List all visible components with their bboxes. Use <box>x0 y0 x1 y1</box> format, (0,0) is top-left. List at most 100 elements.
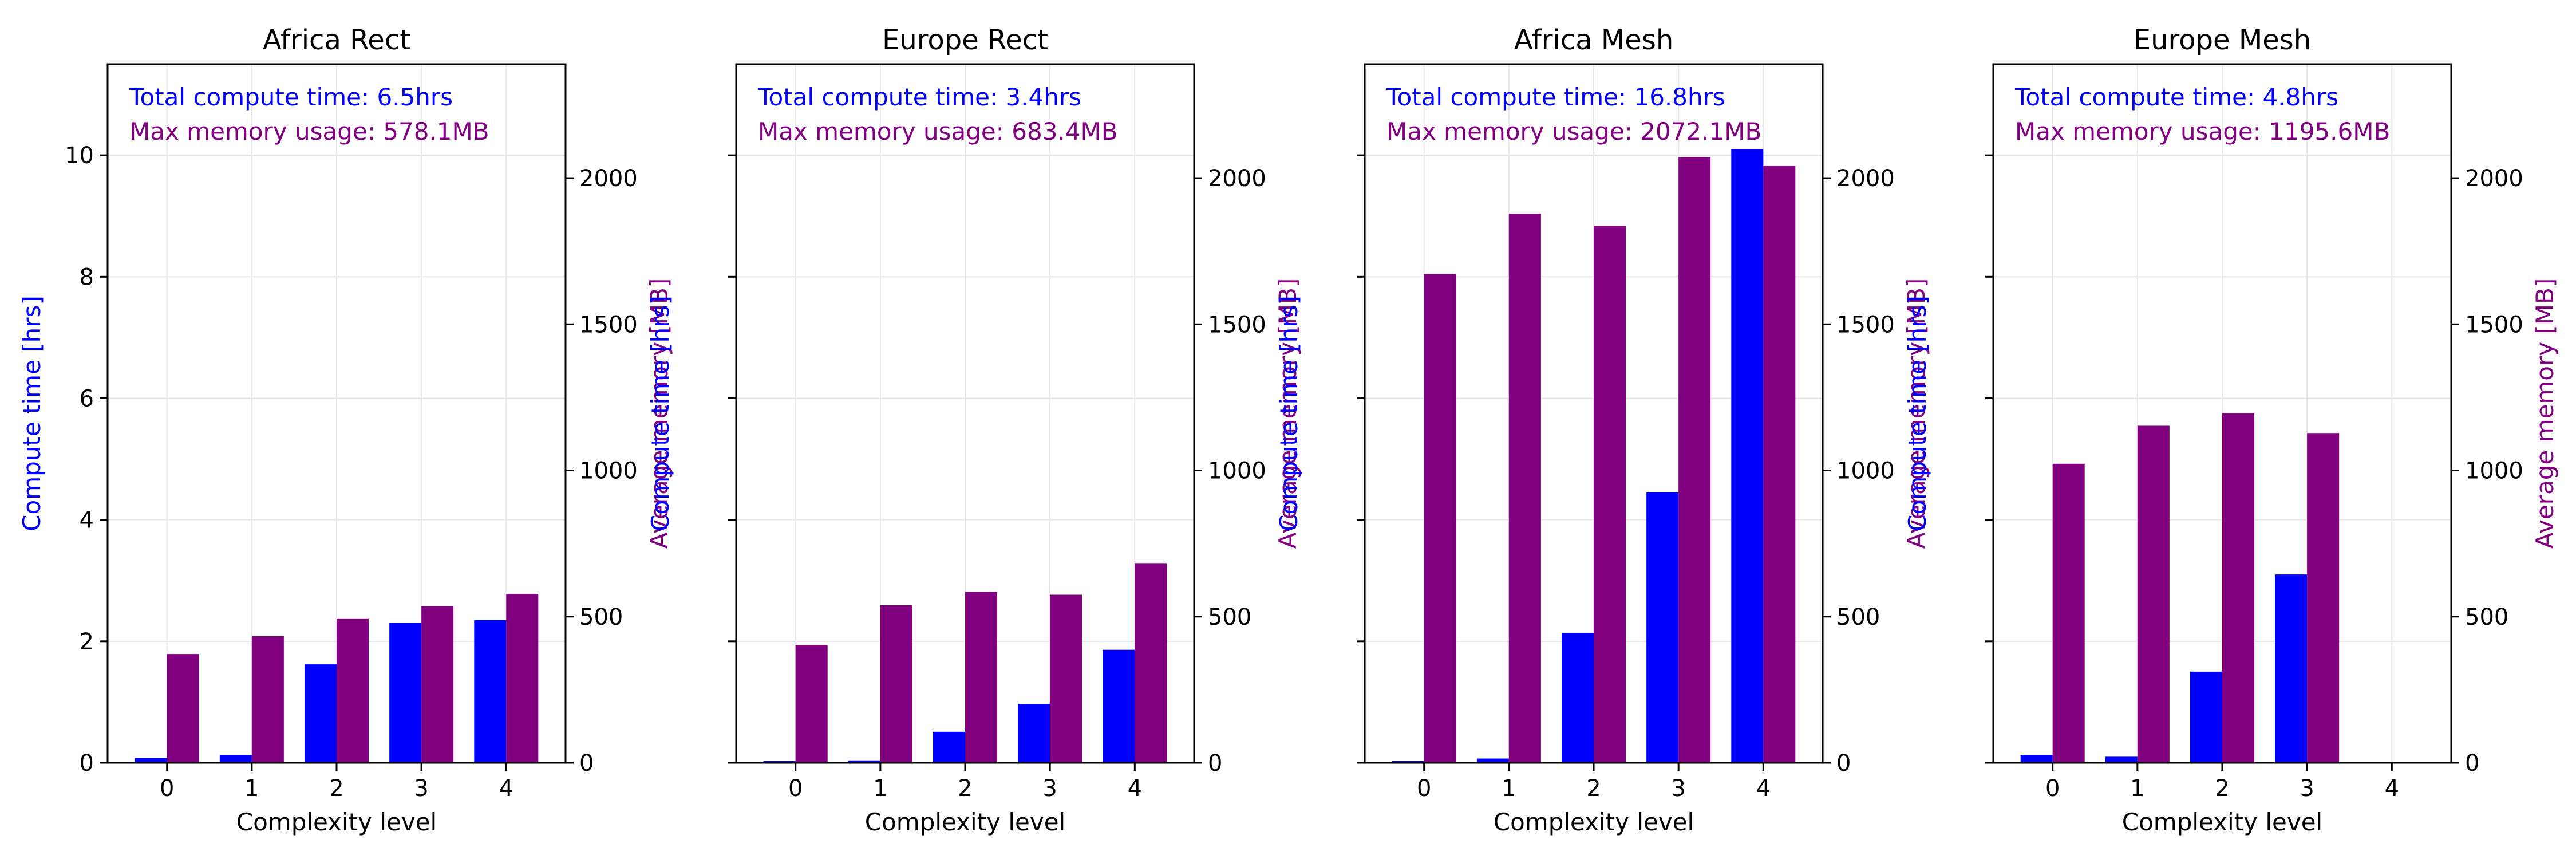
bar-compute-time <box>219 755 252 763</box>
y-axis-label-right: Average memory [MB] <box>1902 278 1930 549</box>
bar-compute-time <box>2105 756 2138 763</box>
bar-average-memory <box>2052 463 2085 763</box>
bar-compute-time <box>1646 492 1679 763</box>
tick-label-right: 0 <box>1208 750 1222 777</box>
tick-label-right: 0 <box>2465 750 2479 777</box>
tick-label-left: 2 <box>80 629 94 655</box>
bar-compute-time <box>2190 671 2222 763</box>
tick-label-x: 4 <box>2385 775 2399 802</box>
y-axis-label-right: Average memory [MB] <box>2531 278 2559 549</box>
tick-label-right: 1000 <box>1208 458 1266 484</box>
panel-africa-mesh: 0 500 1000 1500 2000 0 1 2 3 4 Africa Mesh Complexi… <box>1275 24 1930 836</box>
bar-average-memory <box>2307 433 2340 763</box>
y-axis-label-left: Compute time [hrs] <box>18 295 46 531</box>
tick-label-right: 2000 <box>579 166 638 192</box>
chart-title: Africa Rect <box>263 24 410 56</box>
bar-average-memory <box>506 593 539 763</box>
tick-label-x: 0 <box>160 775 174 802</box>
annotation-total-compute-time: Total compute time: 16.8hrs <box>1386 83 1725 111</box>
panel-europe-mesh: 0 500 1000 1500 2000 0 1 2 3 4 Europe Mesh Complexi… <box>1903 24 2559 836</box>
tick-label-right: 1500 <box>1836 312 1895 338</box>
tick-label-right: 500 <box>2465 604 2508 631</box>
y-axis-label-right: Average memory [MB] <box>645 278 673 549</box>
bar-average-memory <box>421 606 454 763</box>
tick-label-right: 1500 <box>579 312 638 338</box>
bar-compute-time <box>933 731 965 763</box>
panel-africa-rect: 0 2 4 6 8 10 0 500 1000 1500 2000 0 1 2 3 4 Africa Rect C… <box>18 24 673 836</box>
bar-compute-time <box>848 760 880 763</box>
tick-label-right: 1500 <box>1208 312 1266 338</box>
bar-average-memory <box>2222 413 2254 763</box>
x-axis-label: Complexity level <box>236 808 437 836</box>
bar-average-memory <box>965 592 997 763</box>
tick-label-x: 2 <box>958 775 972 802</box>
tick-label-left: 0 <box>80 750 94 777</box>
y-axis-label-left: Compute time [hrs] <box>646 295 674 531</box>
bar-compute-time <box>135 758 167 763</box>
annotation-max-memory-usage: Max memory usage: 2072.1MB <box>1386 117 1761 145</box>
bar-average-memory <box>1763 166 1796 763</box>
tick-label-right: 2000 <box>1208 166 1266 192</box>
bar-compute-time <box>1018 704 1050 763</box>
tick-label-x: 4 <box>1756 775 1771 802</box>
annotation-total-compute-time: Total compute time: 6.5hrs <box>129 83 453 111</box>
tick-label-x: 4 <box>1128 775 1142 802</box>
tick-label-x: 0 <box>2045 775 2060 802</box>
tick-label-left: 10 <box>65 143 94 169</box>
tick-label-x: 1 <box>244 775 259 802</box>
tick-label-x: 2 <box>1586 775 1601 802</box>
tick-label-x: 4 <box>499 775 513 802</box>
annotation-max-memory-usage: Max memory usage: 578.1MB <box>129 117 489 145</box>
tick-label-right: 1000 <box>1836 458 1895 484</box>
bar-compute-time <box>1731 149 1764 763</box>
y-axis-label-right: Average memory [MB] <box>1274 278 1302 549</box>
tick-label-right: 500 <box>1208 604 1251 631</box>
bar-average-memory <box>1508 214 1541 763</box>
tick-label-right: 500 <box>579 604 623 631</box>
annotation-total-compute-time: Total compute time: 4.8hrs <box>2014 83 2338 111</box>
bar-compute-time <box>305 664 337 763</box>
bar-compute-time <box>763 761 796 763</box>
chart-title: Africa Mesh <box>1514 24 1674 56</box>
tick-label-left: 6 <box>80 385 94 412</box>
bar-average-memory <box>2137 425 2170 763</box>
bar-compute-time <box>2020 755 2053 763</box>
tick-label-right: 2000 <box>1836 166 1895 192</box>
bar-average-memory <box>1135 563 1167 763</box>
bar-average-memory <box>1594 226 1626 763</box>
y-axis-label-left: Compute time [hrs] <box>1275 295 1303 531</box>
bar-compute-time <box>1103 649 1135 763</box>
bar-average-memory <box>167 654 199 763</box>
bar-compute-time <box>1392 761 1424 763</box>
bar-average-memory <box>1678 157 1711 763</box>
tick-label-right: 2000 <box>2465 166 2523 192</box>
tick-label-right: 0 <box>579 750 594 777</box>
chart-title: Europe Rect <box>882 24 1048 56</box>
bar-average-memory <box>337 618 369 763</box>
bar-compute-time <box>1562 632 1594 763</box>
tick-label-x: 3 <box>1042 775 1057 802</box>
bar-average-memory <box>1424 274 1456 763</box>
annotation-max-memory-usage: Max memory usage: 683.4MB <box>758 117 1118 145</box>
bar-compute-time <box>1476 758 1509 763</box>
tick-label-right: 500 <box>1836 604 1880 631</box>
tick-label-right: 1000 <box>2465 458 2523 484</box>
tick-label-x: 0 <box>1417 775 1431 802</box>
bar-compute-time <box>474 620 507 763</box>
annotation-total-compute-time: Total compute time: 3.4hrs <box>757 83 1081 111</box>
y-axis-label-left: Compute time [hrs] <box>1903 295 1931 531</box>
x-axis-label: Complexity level <box>865 808 1065 836</box>
tick-label-x: 2 <box>2215 775 2229 802</box>
tick-label-x: 1 <box>1502 775 1516 802</box>
tick-label-x: 1 <box>2130 775 2144 802</box>
tick-label-left: 8 <box>80 264 94 290</box>
tick-label-x: 3 <box>1671 775 1685 802</box>
bar-average-memory <box>795 645 828 763</box>
tick-label-right: 1500 <box>2465 312 2523 338</box>
bar-average-memory <box>251 636 284 763</box>
annotation-max-memory-usage: Max memory usage: 1195.6MB <box>2015 117 2390 145</box>
tick-label-right: 0 <box>1836 750 1851 777</box>
bar-average-memory <box>880 605 912 763</box>
x-axis-label: Complexity level <box>2122 808 2322 836</box>
